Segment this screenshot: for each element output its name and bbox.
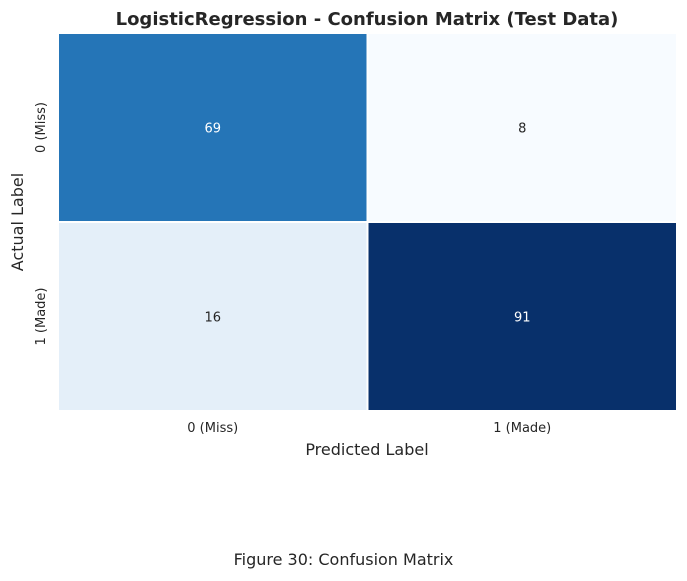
confusion-matrix-chart: LogisticRegression - Confusion Matrix (T… bbox=[8, 9, 678, 459]
cell-value-label: 8 bbox=[518, 122, 526, 137]
y-axis-label: Actual Label bbox=[8, 173, 27, 271]
x-axis-ticks: 0 (Miss) 1 (Made) bbox=[187, 421, 551, 436]
x-axis-label: Predicted Label bbox=[305, 440, 428, 459]
heatmap-cell-r0-c0 bbox=[57, 32, 369, 223]
heatmap-cells: 69 8 16 91 bbox=[57, 32, 678, 412]
y-axis-ticks: 0 (Miss) 1 (Made) bbox=[34, 102, 49, 345]
heatmap-cell-r1-c1 bbox=[366, 221, 678, 412]
x-tick-label: 1 (Made) bbox=[493, 421, 551, 436]
cell-value-label: 91 bbox=[514, 311, 531, 326]
y-tick-label: 0 (Miss) bbox=[34, 102, 49, 153]
chart-title: LogisticRegression - Confusion Matrix (T… bbox=[116, 9, 619, 30]
x-tick-label: 0 (Miss) bbox=[187, 421, 238, 436]
figure-caption: Figure 30: Confusion Matrix bbox=[233, 550, 454, 569]
cell-value-label: 69 bbox=[204, 122, 221, 137]
cell-value-label: 16 bbox=[204, 311, 221, 326]
y-tick-label: 1 (Made) bbox=[34, 288, 49, 346]
heatmap-cell-r0-c1 bbox=[366, 32, 678, 223]
heatmap-cell-r1-c0 bbox=[57, 221, 369, 412]
